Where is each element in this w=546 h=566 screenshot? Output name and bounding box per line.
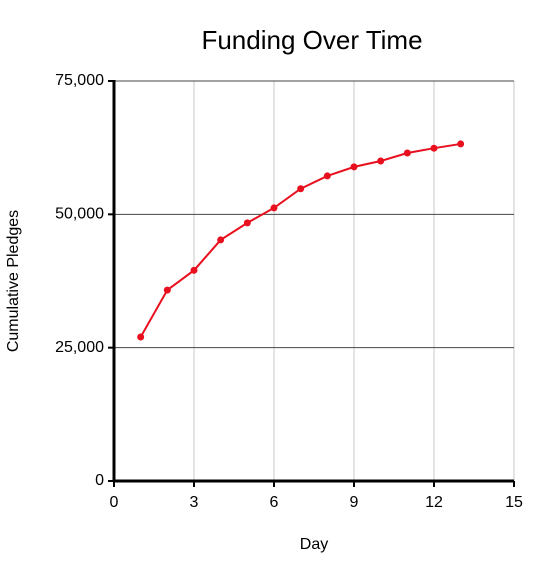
x-tick-label: 3 (190, 494, 199, 511)
series-line (139, 142, 461, 338)
x-axis-label: Day (300, 536, 328, 553)
x-tick-label: 12 (425, 494, 443, 511)
data-point (137, 333, 145, 341)
y-tick-label: 0 (95, 472, 104, 489)
chart-title: Funding Over Time (201, 25, 422, 55)
data-point (350, 163, 358, 171)
data-point (217, 236, 225, 244)
y-tick-label: 25,000 (55, 339, 104, 356)
data-point (377, 157, 385, 165)
data-point (297, 185, 305, 193)
data-point (190, 266, 198, 274)
data-point (457, 140, 465, 148)
x-tick-label: 0 (110, 494, 119, 511)
data-point (323, 172, 331, 180)
y-axis-label: Cumulative Pledges (5, 210, 22, 352)
data-point (243, 219, 251, 227)
x-tick-label: 15 (505, 494, 523, 511)
data-point (430, 144, 438, 152)
x-tick-label: 9 (350, 494, 359, 511)
y-tick-label: 75,000 (55, 72, 104, 89)
y-tick-label: 50,000 (55, 206, 104, 223)
data-point (270, 204, 278, 212)
x-tick-label: 6 (270, 494, 279, 511)
data-point (163, 286, 171, 294)
data-point (403, 149, 411, 157)
